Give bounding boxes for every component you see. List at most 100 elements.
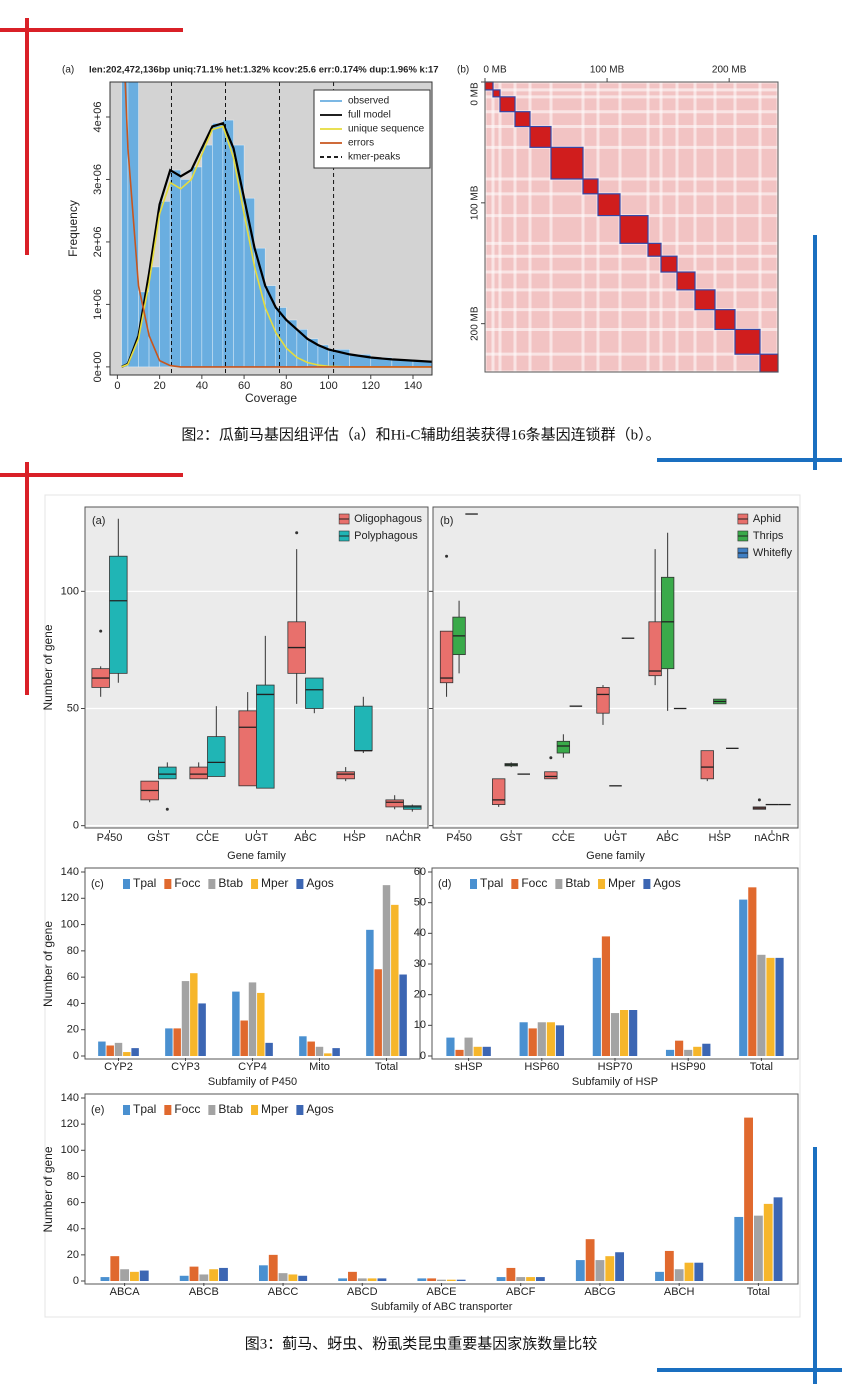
linkage-group-block (619, 215, 649, 244)
panel-label: (b) (457, 65, 469, 76)
x-tick-label: 100 MB (590, 65, 625, 76)
legend-label: Thrips (753, 530, 784, 542)
panel-label: (b) (440, 515, 453, 527)
legend-swatch (470, 879, 477, 889)
legend-label: full model (348, 110, 391, 121)
legend-label: Polyphagous (354, 530, 418, 542)
bar (288, 1274, 298, 1281)
bar (775, 957, 784, 1056)
legend-label: Tpal (133, 1102, 156, 1116)
bar (123, 1052, 131, 1056)
x-tick-label: ABC (294, 832, 317, 844)
x-tick-label: HSP (343, 832, 366, 844)
bar (131, 1048, 139, 1056)
x-tick-label: 0 (114, 380, 120, 392)
legend-swatch (208, 879, 216, 889)
legend-label: Focc (174, 1102, 200, 1116)
linkage-group-block (694, 289, 716, 311)
legend-swatch (123, 879, 130, 889)
bar (437, 1279, 446, 1281)
bar (332, 1048, 340, 1056)
bar (748, 887, 757, 1056)
panel-label: (c) (91, 878, 104, 890)
x-tick-label: ABCB (189, 1286, 219, 1298)
y-tick-label: 40 (67, 1223, 79, 1235)
bar (110, 1256, 120, 1281)
y-tick-label: 0 (73, 1275, 79, 1287)
bar (605, 1256, 615, 1281)
bar (120, 1269, 130, 1281)
bar (181, 981, 190, 1056)
y-tick-label: 4e+06 (92, 102, 104, 133)
x-tick-label: ABCE (427, 1286, 457, 1298)
box-body (336, 771, 355, 780)
bar (427, 1278, 437, 1281)
y-tick-label: 20 (414, 989, 426, 1001)
y-tick-label: 140 (61, 1092, 79, 1104)
bar (757, 954, 766, 1056)
x-tick-label: nAChR (754, 832, 790, 844)
legend-label: Agos (306, 1102, 333, 1116)
bar (377, 1278, 387, 1281)
bar (100, 1277, 110, 1281)
bar (537, 1022, 546, 1056)
y-tick-label: 100 MB (470, 185, 481, 220)
box-body (305, 677, 324, 709)
linkage-group-block (550, 146, 584, 180)
y-tick-label: 0 (73, 820, 79, 832)
x-tick-label: 60 (238, 380, 250, 392)
bar (348, 1271, 357, 1281)
bar (464, 1037, 473, 1056)
bar (199, 1274, 209, 1281)
legend-swatch (251, 879, 259, 889)
legend-label: Mper (261, 1102, 288, 1116)
bar (734, 1216, 744, 1281)
plot-frame (84, 506, 429, 829)
box-body (189, 766, 208, 780)
y-tick-label: 50 (67, 702, 79, 714)
x-tick-label: P450 (97, 832, 123, 844)
bar (209, 1269, 219, 1281)
box-body (385, 799, 404, 808)
bar (519, 1022, 528, 1056)
y-tick-label: 120 (61, 892, 79, 904)
x-tick-label: sHSP (455, 1061, 483, 1073)
bar (665, 1049, 675, 1056)
legend-label: Whitefly (753, 547, 793, 559)
legend-swatch (555, 879, 563, 889)
legend-label: Mper (608, 876, 635, 890)
model-line (124, 82, 432, 368)
bar (315, 1046, 324, 1056)
legend-swatch (296, 1105, 304, 1115)
linkage-group-block (714, 309, 736, 331)
x-tick-label: CCE (552, 832, 575, 844)
plot-frame (109, 81, 433, 376)
y-tick-label: 60 (67, 1196, 79, 1208)
box-outlier (445, 554, 449, 558)
linkage-group-block (492, 89, 501, 98)
bar (299, 1036, 307, 1056)
panel-label: (a) (92, 515, 105, 527)
box-body (596, 687, 610, 714)
plot-background (433, 507, 798, 828)
bar (684, 1262, 694, 1281)
legend-label: unique sequence (348, 124, 425, 135)
bar (675, 1040, 684, 1056)
bar (189, 1266, 199, 1281)
x-axis-title: Gene family (227, 850, 286, 862)
box-body (158, 766, 177, 780)
panel-label: (d) (438, 878, 451, 890)
legend-swatch (511, 879, 519, 889)
bar (391, 904, 399, 1056)
histogram-bar (190, 166, 203, 368)
box-body (354, 705, 373, 752)
bar (366, 929, 374, 1056)
bar (278, 1273, 288, 1281)
y-tick-label: 60 (67, 971, 79, 983)
y-tick-label: 1e+06 (92, 289, 104, 320)
x-tick-label: Total (375, 1061, 398, 1073)
box-outlier (99, 629, 103, 633)
y-tick-label: 3e+06 (92, 164, 104, 195)
bar (694, 1262, 704, 1281)
